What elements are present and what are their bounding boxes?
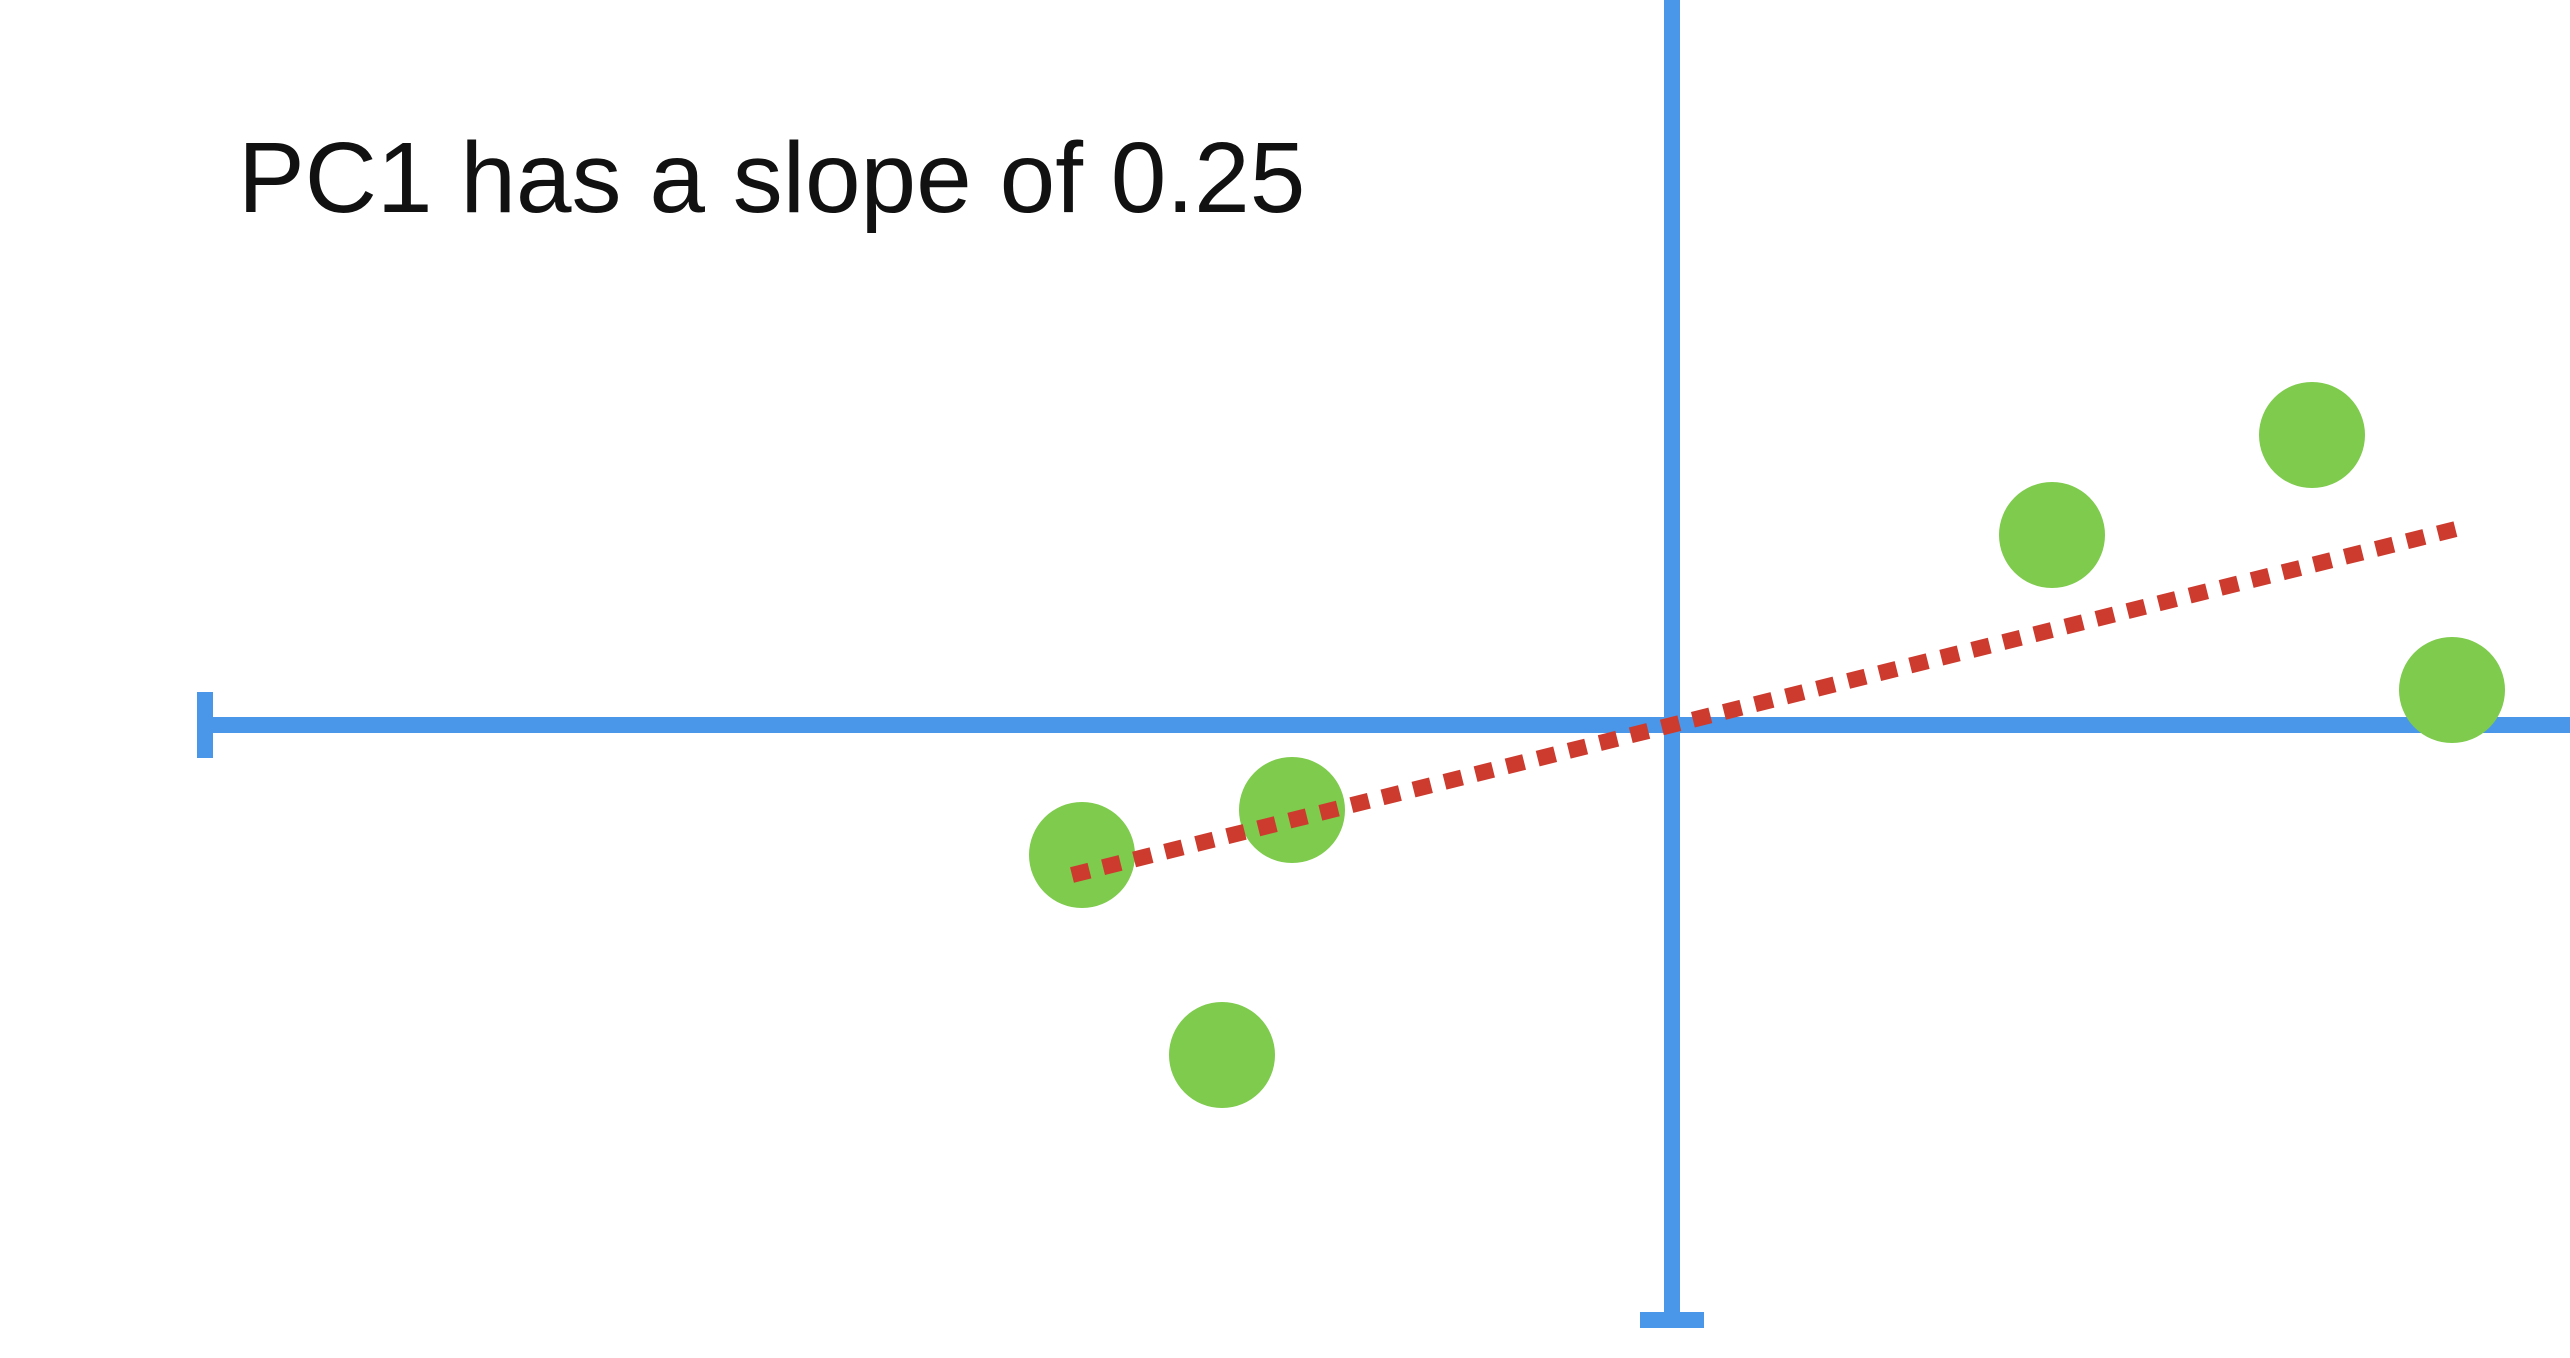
data-point: [2399, 637, 2505, 743]
data-point: [1169, 1002, 1275, 1108]
data-point: [2259, 382, 2365, 488]
data-points: [1029, 382, 2505, 1108]
slope-caption: PC1 has a slope of 0.25: [238, 122, 1306, 234]
data-point: [1239, 757, 1345, 863]
data-point: [1029, 802, 1135, 908]
pc1-line: [1070, 518, 2469, 883]
axes: [197, 0, 2570, 1328]
data-point: [1999, 482, 2105, 588]
